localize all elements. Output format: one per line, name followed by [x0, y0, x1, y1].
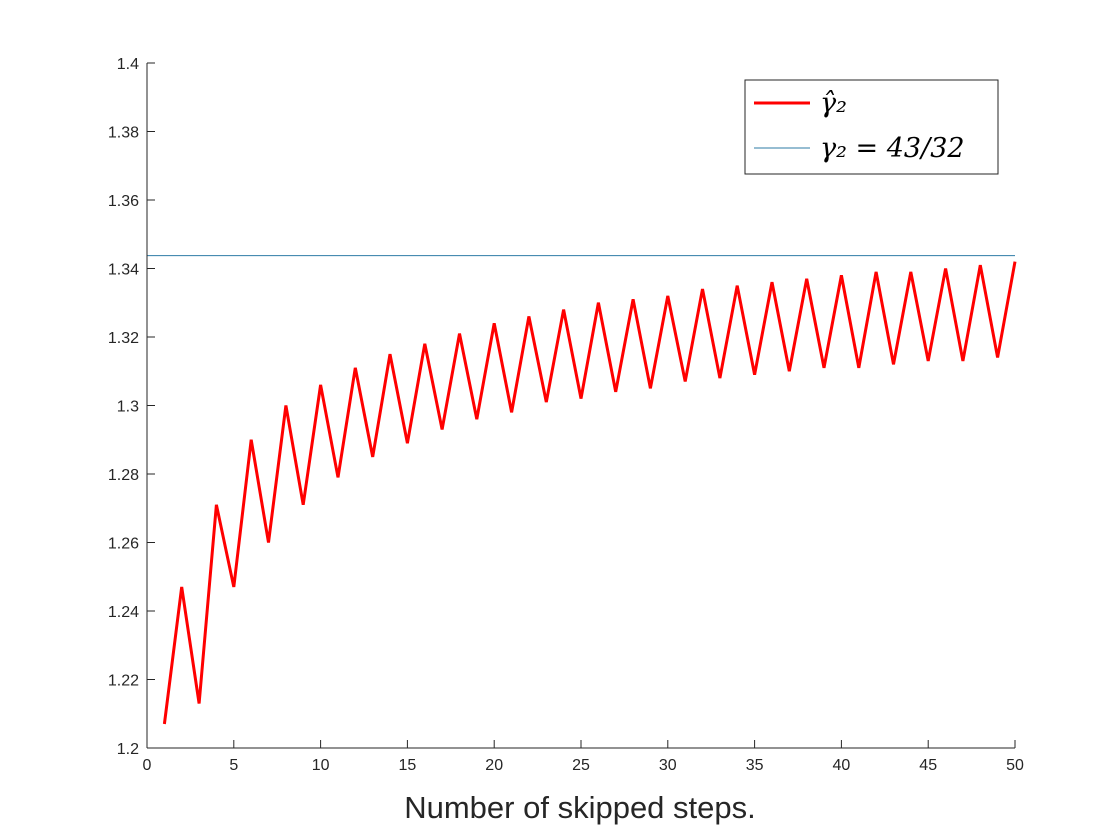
data-point-gamma-hat	[319, 383, 322, 386]
data-point-gamma-hat	[389, 353, 392, 356]
y-tick-label: 1.36	[108, 193, 139, 210]
data-point-gamma-hat	[979, 264, 982, 267]
data-point-gamma-hat	[684, 380, 687, 383]
data-point-gamma-hat	[458, 332, 461, 335]
data-point-gamma-hat	[701, 288, 704, 291]
data-point-gamma-hat	[1014, 260, 1017, 263]
y-tick-label: 1.38	[108, 125, 139, 142]
data-point-gamma-hat	[580, 397, 583, 400]
data-point-gamma-hat	[875, 270, 878, 273]
data-point-gamma-hat	[267, 541, 270, 544]
data-point-gamma-hat	[909, 270, 912, 273]
x-tick-label: 45	[919, 757, 937, 774]
data-point-gamma-hat	[493, 322, 496, 325]
data-point-gamma-hat	[441, 428, 444, 431]
legend: γ̂₂ γ₂ = 43/32	[744, 79, 999, 175]
data-point-gamma-hat	[614, 390, 617, 393]
data-point-gamma-hat	[944, 267, 947, 270]
x-tick-label: 15	[399, 757, 417, 774]
x-tick-label: 40	[833, 757, 851, 774]
x-tick-label: 35	[746, 757, 764, 774]
x-tick-label: 25	[572, 757, 590, 774]
data-point-gamma-hat	[215, 503, 218, 506]
data-point-gamma-hat	[354, 366, 357, 369]
data-point-gamma-hat	[406, 442, 409, 445]
data-point-gamma-hat	[632, 298, 635, 301]
x-tick-label: 20	[485, 757, 503, 774]
axes: 0 5 10 15 20 25 30 35 40 45 50 1.2 1.22 1.24 1.26 1.28 1…	[108, 56, 1024, 774]
data-point-gamma-hat	[510, 411, 513, 414]
data-point-gamma-hat	[857, 366, 860, 369]
data-point-gamma-hat	[180, 586, 183, 589]
data-point-gamma-hat	[302, 503, 305, 506]
data-point-gamma-hat	[823, 366, 826, 369]
data-point-gamma-hat	[562, 308, 565, 311]
legend-label-gamma-exact: γ₂ = 43/32	[820, 133, 965, 164]
data-point-gamma-hat	[718, 377, 721, 380]
data-point-gamma-hat	[666, 294, 669, 297]
data-point-gamma-hat	[927, 359, 930, 362]
data-point-gamma-hat	[961, 359, 964, 362]
data-point-gamma-hat	[788, 370, 791, 373]
y-tick-label: 1.2	[117, 741, 139, 758]
x-axis-title: Number of skipped steps.	[404, 790, 756, 825]
legend-label-gamma-hat: γ̂₂	[820, 88, 847, 119]
data-point-gamma-hat	[753, 373, 756, 376]
y-tick-label: 1.3	[117, 399, 139, 416]
data-point-gamma-hat	[475, 418, 478, 421]
data-point-gamma-hat	[840, 274, 843, 277]
data-point-gamma-hat	[736, 284, 739, 287]
data-point-gamma-hat	[371, 455, 374, 458]
data-point-gamma-hat	[284, 404, 287, 407]
data-point-gamma-hat	[770, 281, 773, 284]
data-point-gamma-hat	[597, 301, 600, 304]
data-point-gamma-hat	[649, 387, 652, 390]
data-point-gamma-hat	[527, 315, 530, 318]
y-tick-label: 1.26	[108, 536, 139, 553]
legend-box	[744, 79, 999, 175]
x-tick-label: 0	[143, 757, 152, 774]
y-tick-label: 1.4	[117, 56, 139, 73]
x-tick-label: 10	[312, 757, 330, 774]
x-tick-label: 30	[659, 757, 677, 774]
plot-area	[147, 255, 1017, 726]
data-point-gamma-hat	[545, 401, 548, 404]
x-tick-label: 5	[229, 757, 238, 774]
data-point-gamma-hat	[198, 702, 201, 705]
data-point-gamma-hat	[996, 356, 999, 359]
y-tick-label: 1.32	[108, 330, 139, 347]
data-point-gamma-hat	[423, 342, 426, 345]
series-line-gamma-hat	[162, 261, 1017, 725]
y-tick-label: 1.34	[108, 262, 139, 279]
data-point-gamma-hat	[805, 277, 808, 280]
data-point-gamma-hat	[163, 723, 166, 726]
data-point-gamma-hat	[336, 476, 339, 479]
data-point-gamma-hat	[232, 586, 235, 589]
y-tick-label: 1.22	[108, 673, 139, 690]
y-tick-label: 1.28	[108, 467, 139, 484]
x-tick-label: 50	[1006, 757, 1024, 774]
data-point-gamma-hat	[892, 363, 895, 366]
y-tick-label: 1.24	[108, 604, 139, 621]
data-point-gamma-hat	[250, 438, 253, 441]
